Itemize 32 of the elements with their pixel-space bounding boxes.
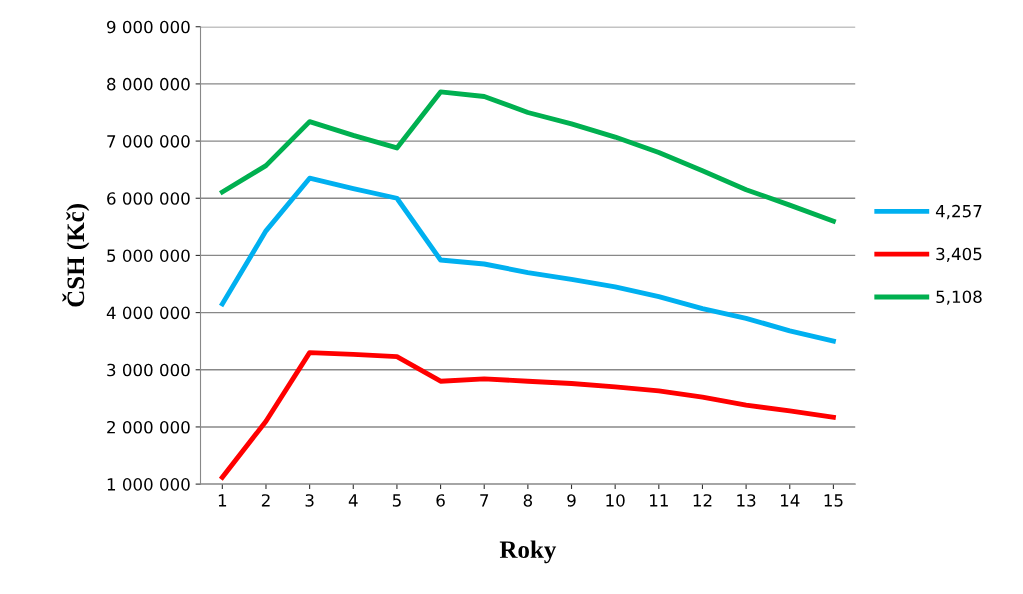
x-tick-label: 10 <box>606 494 625 507</box>
legend-label: 5,108 <box>936 290 982 305</box>
y-tick-label: 9 000 000 <box>107 20 190 34</box>
y-tick-label: 6 000 000 <box>107 192 190 205</box>
y-tick-label: 2 000 000 <box>107 420 190 434</box>
y-tick-label: 4 000 000 <box>106 306 190 320</box>
x-tick-label: 5 <box>392 494 401 507</box>
x-tick-label: 9 <box>567 494 576 507</box>
legend-label: 4,257 <box>935 204 982 220</box>
x-tick-label: 2 <box>261 494 270 507</box>
y-tick-label: 1 000 000 <box>107 478 190 491</box>
y-axis-title: ČSH (Kč) <box>62 204 90 307</box>
legend-label: 3,405 <box>936 247 982 262</box>
x-tick-label: 13 <box>737 494 756 507</box>
y-tick-label: 8 000 000 <box>107 77 190 91</box>
x-tick-label: 3 <box>305 494 314 507</box>
y-tick-label: 7 000 000 <box>107 135 190 148</box>
x-tick-label: 8 <box>523 494 533 507</box>
line-series <box>219 175 836 344</box>
x-tick-label: 4 <box>348 494 358 507</box>
x-tick-label: 1 <box>218 494 227 507</box>
y-tick-label: 5 000 000 <box>107 249 190 262</box>
x-tick-label: 14 <box>780 494 800 507</box>
x-axis-title: Roky <box>499 540 557 564</box>
line-series <box>219 89 836 224</box>
x-tick-label: 6 <box>436 494 445 507</box>
x-tick-label: 15 <box>824 494 843 507</box>
x-tick-label: 11 <box>650 494 668 507</box>
x-tick-label: 12 <box>693 494 712 507</box>
x-tick-label: 7 <box>480 494 489 507</box>
line-series <box>219 350 836 480</box>
y-tick-label: 3 000 000 <box>107 363 190 377</box>
